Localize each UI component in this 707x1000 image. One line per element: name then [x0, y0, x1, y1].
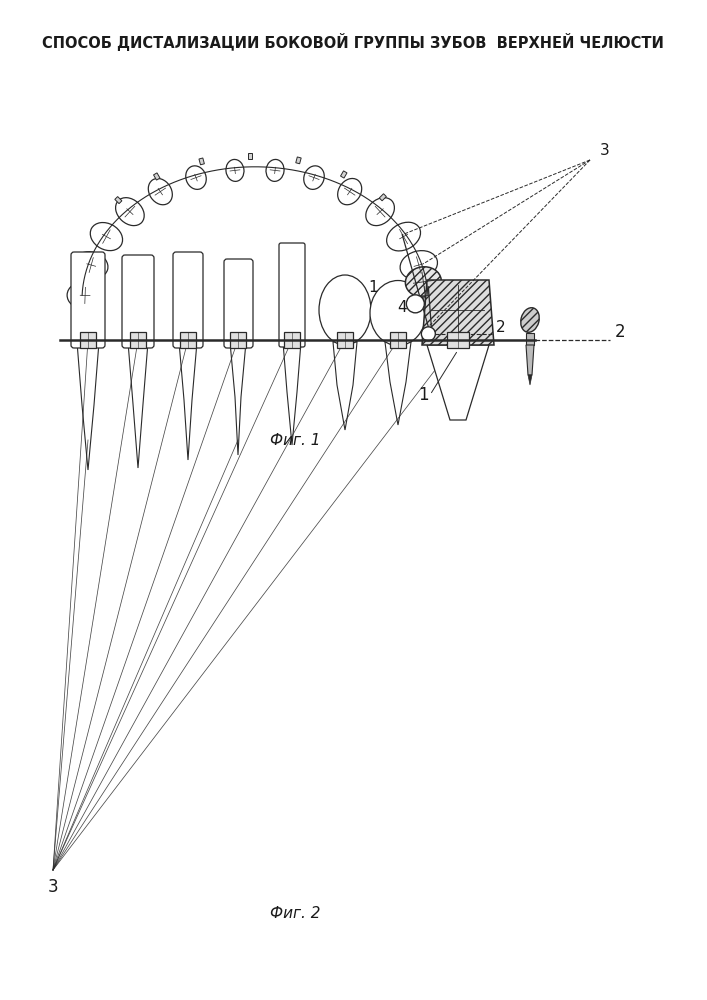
FancyBboxPatch shape — [284, 332, 300, 348]
Ellipse shape — [387, 222, 421, 251]
Polygon shape — [385, 342, 411, 425]
Ellipse shape — [115, 198, 144, 226]
Bar — [199, 158, 204, 165]
Polygon shape — [77, 342, 99, 470]
Ellipse shape — [400, 251, 438, 279]
Text: 1: 1 — [368, 280, 378, 295]
FancyBboxPatch shape — [230, 332, 246, 348]
Text: 4: 4 — [397, 300, 407, 315]
FancyBboxPatch shape — [130, 332, 146, 348]
Polygon shape — [427, 345, 489, 420]
Bar — [115, 197, 122, 204]
Polygon shape — [230, 342, 246, 455]
Ellipse shape — [74, 252, 108, 278]
Polygon shape — [526, 345, 534, 375]
Bar — [296, 157, 301, 164]
Ellipse shape — [186, 166, 206, 189]
Ellipse shape — [266, 159, 284, 181]
FancyBboxPatch shape — [224, 259, 253, 348]
Polygon shape — [528, 375, 532, 385]
Ellipse shape — [148, 178, 173, 205]
Ellipse shape — [405, 280, 445, 310]
Circle shape — [407, 295, 424, 313]
Bar — [526, 333, 534, 345]
Polygon shape — [333, 342, 357, 430]
Ellipse shape — [338, 178, 362, 205]
Polygon shape — [422, 280, 494, 345]
FancyBboxPatch shape — [173, 252, 203, 348]
Bar — [341, 171, 347, 178]
Text: 1: 1 — [418, 386, 428, 404]
Ellipse shape — [67, 281, 103, 309]
FancyBboxPatch shape — [122, 255, 154, 348]
Text: 2: 2 — [615, 323, 626, 341]
Ellipse shape — [90, 223, 122, 251]
Ellipse shape — [226, 159, 244, 181]
Polygon shape — [283, 342, 301, 445]
Text: СПОСОБ ДИСТАЛИЗАЦИИ БОКОВОЙ ГРУППЫ ЗУБОВ  ВЕРХНЕЙ ЧЕЛЮСТИ: СПОСОБ ДИСТАЛИЗАЦИИ БОКОВОЙ ГРУППЫ ЗУБОВ… — [42, 33, 664, 51]
Polygon shape — [179, 342, 197, 460]
Bar — [379, 194, 386, 201]
Text: 3: 3 — [48, 878, 59, 896]
FancyBboxPatch shape — [71, 252, 105, 348]
FancyBboxPatch shape — [390, 332, 406, 348]
FancyBboxPatch shape — [447, 332, 469, 348]
Text: 3: 3 — [600, 143, 609, 158]
Ellipse shape — [319, 275, 371, 345]
FancyBboxPatch shape — [337, 332, 353, 348]
Polygon shape — [128, 342, 148, 468]
Circle shape — [421, 327, 436, 341]
Text: 2: 2 — [496, 320, 506, 335]
Bar — [153, 173, 160, 180]
Text: Фиг. 1: Фиг. 1 — [270, 433, 320, 448]
Ellipse shape — [405, 267, 441, 297]
Text: Фиг. 2: Фиг. 2 — [270, 906, 320, 921]
Ellipse shape — [370, 280, 426, 346]
Ellipse shape — [521, 308, 539, 332]
Ellipse shape — [304, 166, 325, 189]
Ellipse shape — [366, 198, 395, 226]
FancyBboxPatch shape — [180, 332, 196, 348]
Bar — [248, 153, 252, 159]
FancyBboxPatch shape — [279, 243, 305, 347]
FancyBboxPatch shape — [80, 332, 96, 348]
